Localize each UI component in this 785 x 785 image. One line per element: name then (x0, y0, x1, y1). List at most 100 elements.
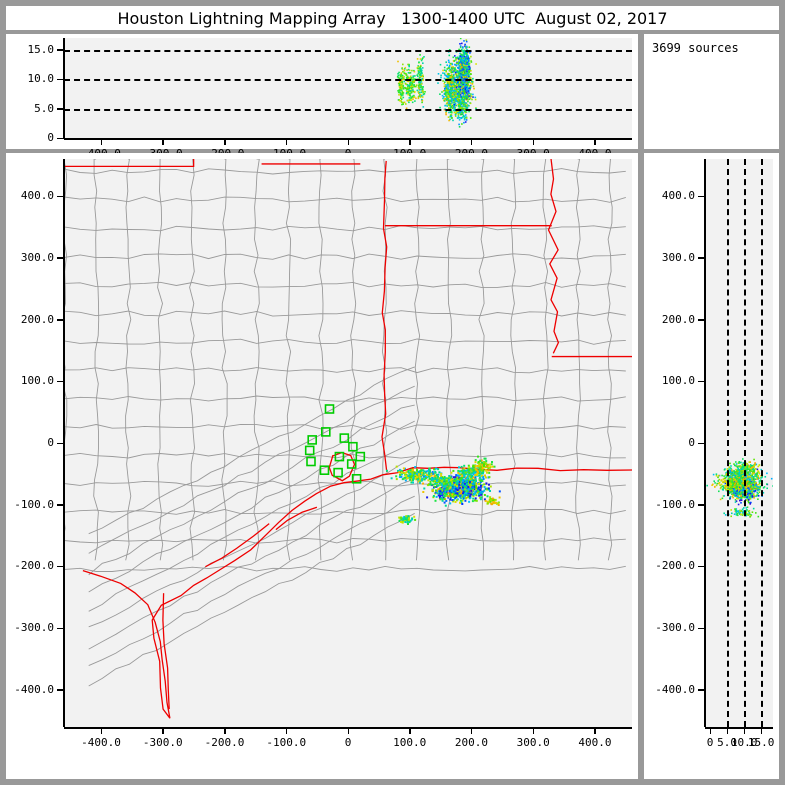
y-tick-label: 5.0 (34, 101, 54, 115)
grid-line (64, 79, 632, 82)
x-tick (470, 727, 473, 734)
y-axis-line (63, 38, 65, 138)
y-tick (698, 565, 705, 568)
x-tick (709, 727, 712, 734)
x-tick (409, 727, 411, 734)
county-boundaries (64, 159, 626, 687)
y-tick-label: 10.0 (27, 72, 55, 86)
x-tick (594, 138, 596, 145)
grid-line (64, 49, 632, 52)
source-count-label: 3699 sources (652, 41, 739, 55)
x-tick (532, 727, 535, 734)
y-tick (57, 257, 64, 259)
y-tick (698, 380, 705, 383)
plan-view-map-panel: -400.0 -300.0 -200.0 -100.0 0 100.0 200.0 300.0… (6, 153, 638, 779)
x-tick (224, 727, 226, 734)
altitude-vs-north-south-panel: -400.0 -300.0 -200.0 -100.0 0 100.0 200.0 300.0… (644, 153, 779, 779)
x-tick-label: 5.0 (717, 736, 738, 749)
x-tick-label: -300.0 (142, 736, 183, 749)
y-tick (57, 137, 64, 139)
y-tick (57, 49, 64, 51)
x-tick-label: -100.0 (266, 736, 307, 749)
x-tick (470, 138, 473, 145)
altitude-vs-north-south-plot[interactable] (705, 159, 773, 727)
y-tick (57, 442, 64, 444)
grid-line (727, 159, 730, 727)
y-tick-label: 200.0 (661, 312, 695, 326)
y-tick (57, 108, 64, 110)
x-tick-label: 400.0 (578, 736, 612, 749)
y-tick-label: 0 (47, 436, 54, 449)
x-tick-label: 15.0 (747, 736, 775, 749)
source-count-panel: 3699 sources (644, 34, 779, 149)
x-tick-label: 0 (706, 736, 714, 749)
y-tick (698, 627, 705, 630)
x-tick (285, 138, 288, 145)
y-tick (57, 319, 64, 321)
y-tick (698, 319, 705, 321)
lma-station-markers (304, 404, 366, 484)
y-tick-label: -400.0 (655, 682, 695, 696)
y-tick (57, 195, 64, 198)
y-tick-label: 15.0 (27, 42, 55, 56)
x-tick-label: 100.0 (393, 736, 427, 749)
x-tick (760, 727, 763, 734)
y-tick-label: -100.0 (14, 497, 54, 511)
x-tick-label: 300.0 (516, 736, 550, 749)
x-tick (532, 138, 535, 145)
altitude-vs-east-west-panel: 05.010.015.0-400.0-300.0-200.0-100.00100… (6, 34, 638, 160)
alt-ns-sources (706, 458, 773, 518)
x-tick (100, 138, 103, 145)
y-tick-label: 300.0 (20, 250, 54, 264)
y-tick-label: 200.0 (20, 312, 54, 326)
x-tick (594, 727, 596, 734)
x-tick-label: 0 (344, 736, 352, 749)
y-tick (698, 195, 705, 198)
x-tick-label: 10.0 (730, 736, 758, 749)
x-tick (162, 138, 164, 145)
y-tick (698, 442, 705, 444)
y-tick-label: -200.0 (655, 559, 695, 573)
x-tick (409, 138, 411, 145)
grid-line (64, 108, 632, 111)
x-tick-label: 200.0 (454, 736, 489, 749)
y-tick-label: 400.0 (20, 189, 54, 203)
y-tick (57, 627, 64, 630)
x-tick (347, 138, 349, 145)
altitude-vs-east-west-plot[interactable] (64, 38, 632, 138)
y-tick-label: -300.0 (655, 621, 695, 635)
y-tick-label: 400.0 (661, 189, 695, 203)
y-tick-label: 0 (688, 436, 695, 449)
x-tick (224, 138, 226, 145)
x-tick (285, 727, 288, 734)
y-tick (57, 565, 64, 568)
x-tick-label: -200.0 (204, 736, 245, 749)
y-tick-label: -100.0 (655, 497, 695, 511)
x-tick (100, 727, 103, 734)
title-bar: Houston Lightning Mapping Array 1300-140… (6, 6, 779, 30)
y-tick-label: -300.0 (14, 621, 54, 635)
y-tick (57, 380, 64, 383)
y-tick (57, 504, 64, 506)
page-title: Houston Lightning Mapping Array 1300-140… (117, 8, 668, 28)
y-tick-label: -200.0 (14, 559, 54, 573)
map-geography (64, 159, 632, 727)
x-tick-label: -400.0 (81, 736, 121, 749)
y-tick-label: 0 (47, 131, 54, 144)
x-tick (162, 727, 164, 734)
alt-ew-sources (396, 38, 477, 128)
y-tick-label: 100.0 (20, 374, 54, 388)
plan-view-map-plot[interactable] (64, 159, 632, 727)
y-tick-label: -400.0 (14, 682, 54, 696)
x-tick (726, 727, 729, 734)
y-tick (698, 504, 705, 506)
y-tick-label: 300.0 (661, 250, 695, 264)
y-tick (57, 689, 64, 691)
grid-line (761, 159, 764, 727)
grid-line (744, 159, 747, 727)
y-tick (57, 78, 64, 81)
x-tick (743, 727, 746, 734)
y-tick (698, 257, 705, 259)
x-axis-line (705, 727, 773, 729)
